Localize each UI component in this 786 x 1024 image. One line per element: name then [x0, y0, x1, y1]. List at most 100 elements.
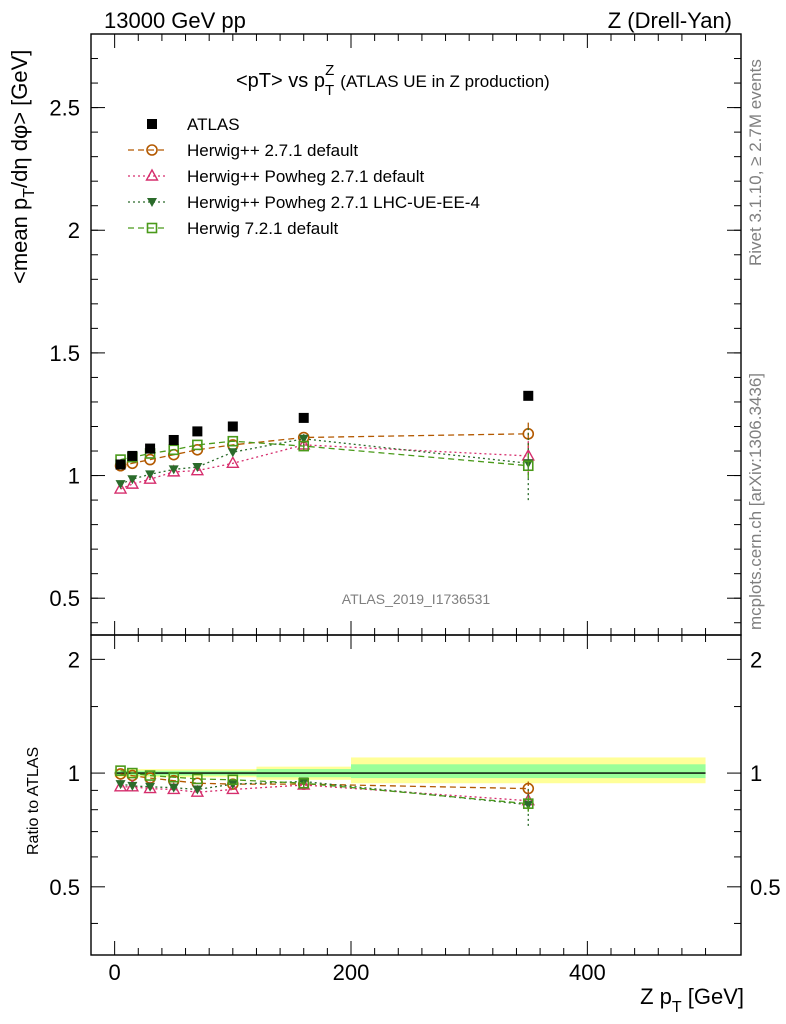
legend-entry-herwig-powheg-2-7-1-default-label: Herwig++ Powheg 2.7.1 default [187, 167, 424, 186]
y-tick-label: 2 [68, 218, 80, 243]
ratio-herwig-powheg-2-7-1-default-point [143, 781, 157, 794]
main-herwig-powheg-2-7-1-lhc-ue-ee-4-point [192, 462, 203, 472]
y-tick-label: 2.5 [49, 96, 80, 121]
main-herwig-powheg-2-7-1-default-point [226, 455, 240, 468]
ratio-herwig-powheg-2-7-1-default-point [190, 784, 205, 797]
main-herwig-powheg-2-7-1-default-point [190, 463, 205, 476]
ratio-herwig-powheg-2-7-1-lhc-ue-ee-4-point [115, 780, 126, 790]
y-tick-label: 0.5 [49, 875, 80, 900]
mcplots-label: mcplots.cern.ch [arXiv:1306.3436] [746, 373, 765, 630]
ratio-herwig-7-2-1-default-point [168, 771, 180, 783]
main-atlas-point [127, 450, 138, 461]
legend-entry-atlas-label: ATLAS [187, 115, 240, 134]
main-y-axis-label-part2: /dη dφ> [GeV] [7, 50, 32, 188]
main-herwig-powheg-2-7-1-default-point [143, 471, 157, 484]
main-herwig-7-2-1-default-point [298, 440, 310, 452]
main-atlas-point [115, 459, 126, 470]
legend-entry-herwig-2-7-1-default-marker [146, 144, 158, 156]
ratio-herwig-2-7-1-default-line [120, 773, 529, 790]
y-tick-label: 1 [68, 761, 80, 786]
main-herwig-powheg-2-7-1-lhc-ue-ee-4-point [168, 465, 179, 475]
legend-entry-herwig-powheg-2-7-1-lhc-ue-ee-4-label: Herwig++ Powheg 2.7.1 LHC-UE-EE-4 [187, 193, 480, 212]
main-atlas-point [227, 421, 238, 432]
main-atlas-point [192, 426, 203, 437]
ratio-herwig-powheg-2-7-1-lhc-ue-ee-4-point [192, 785, 203, 795]
main-herwig-powheg-2-7-1-default-point [167, 464, 181, 477]
x-tick-label: 200 [333, 960, 370, 985]
chart-title-sup: Z [325, 62, 334, 79]
y-tick-label-right: 2 [750, 647, 762, 672]
ratio-herwig-powheg-2-7-1-lhc-ue-ee-4-point [145, 782, 156, 792]
ratio-herwig-7-2-1-default-point [115, 765, 126, 776]
x-tick-label: 400 [569, 960, 606, 985]
main-atlas-point [168, 434, 179, 445]
ratio-y-axis-label: Ratio to ATLAS [25, 747, 42, 855]
y-tick-label: 1 [68, 464, 80, 489]
main-panel-frame: 0.5 1 1.5 2 2.5 [49, 33, 742, 636]
chart-title: <pT> vs pTZ (ATLAS UE in Z production) [236, 62, 550, 99]
main-herwig-7-2-1-default-point [192, 439, 203, 451]
y-tick-label: 2 [68, 647, 80, 672]
ratio-herwig-7-2-1-default-point [192, 773, 203, 785]
ratio-panel-background [114, 757, 706, 784]
legend-entry-herwig-2-7-1-default-label: Herwig++ 2.7.1 default [187, 141, 358, 160]
main-herwig-powheg-2-7-1-lhc-ue-ee-4-point [227, 448, 238, 458]
y-tick-label-right: 1 [750, 761, 762, 786]
main-herwig-powheg-2-7-1-default-line [120, 444, 529, 490]
main-herwig-powheg-2-7-1-default-point [125, 476, 140, 489]
main-panel-series [113, 390, 535, 501]
ratio-herwig-powheg-2-7-1-default-point [113, 779, 128, 792]
ratio-herwig-powheg-2-7-1-default-line [120, 784, 529, 802]
ratio-panel-frame: 0.5 1 2 0.5 1 2 0 200 400 [49, 634, 781, 985]
main-y-axis-label: <mean pT/dη dφ> [GeV] [7, 50, 38, 284]
main-herwig-powheg-2-7-1-lhc-ue-ee-4-point [145, 470, 156, 480]
main-herwig-powheg-2-7-1-lhc-ue-ee-4-point [115, 480, 126, 490]
legend-entry-atlas-marker [147, 119, 157, 129]
main-atlas-point [523, 390, 534, 401]
y-tick-label: 1.5 [49, 341, 80, 366]
legend-entry-herwig-7-2-1-default-label: Herwig 7.2.1 default [187, 219, 338, 238]
main-herwig-7-2-1-default-point [227, 435, 239, 447]
ratio-herwig-powheg-2-7-1-lhc-ue-ee-4-point [127, 781, 138, 791]
main-herwig-powheg-2-7-1-lhc-ue-ee-4-point [127, 475, 138, 485]
chart-title-main: <pT> vs p [236, 70, 325, 92]
ratio-band-inner [351, 764, 706, 779]
panel-border [90, 634, 742, 956]
legend: ATLAS Herwig++ 2.7.1 default Herwig++ Powh… [128, 115, 480, 238]
y-tick-label-right: 0.5 [750, 875, 781, 900]
main-atlas-point [298, 412, 309, 423]
main-herwig-powheg-2-7-1-lhc-ue-ee-4-line [120, 438, 529, 485]
x-axis-label-part2: [GeV] [682, 984, 744, 1009]
y-tick-label: 0.5 [49, 586, 80, 611]
legend-entry-herwig-7-2-1-default-marker [146, 222, 158, 234]
ratio-herwig-powheg-2-7-1-default-point [297, 777, 311, 790]
ratio-herwig-powheg-2-7-1-lhc-ue-ee-4-line [120, 780, 529, 806]
legend-entry-herwig-powheg-2-7-1-default-marker [145, 168, 159, 181]
main-herwig-2-7-1-default-point [144, 453, 156, 466]
chart-title-rest: (ATLAS UE in Z production) [340, 72, 549, 91]
rivet-version-label: Rivet 3.1.10, ≥ 2.7M events [746, 59, 765, 266]
main-y-axis-label-sub: T [21, 188, 38, 198]
main-herwig-7-2-1-default-point [522, 460, 534, 472]
main-herwig-powheg-2-7-1-default-point [113, 481, 128, 494]
x-axis-label-part1: Z p [640, 984, 672, 1009]
ratio-herwig-7-2-1-default-point [522, 798, 534, 809]
main-herwig-7-2-1-default-point [168, 444, 180, 456]
ratio-herwig-7-2-1-default-point [227, 774, 239, 786]
main-atlas-point [145, 443, 156, 454]
main-y-axis-label-part1: <mean p [7, 198, 32, 284]
x-tick-label: 0 [109, 960, 121, 985]
ratio-panel-series [113, 765, 535, 826]
header-right: Z (Drell-Yan) [608, 8, 732, 33]
x-axis-label: Z pT [GeV] [640, 984, 744, 1016]
ratio-herwig-powheg-2-7-1-lhc-ue-ee-4-point [168, 783, 179, 793]
ratio-herwig-powheg-2-7-1-default-point [226, 782, 240, 795]
ratio-herwig-powheg-2-7-1-lhc-ue-ee-4-point [523, 800, 534, 810]
main-herwig-powheg-2-7-1-lhc-ue-ee-4-point [298, 434, 309, 444]
chart-title-sub: T [325, 82, 334, 99]
ratio-herwig-7-2-1-default-point [144, 770, 156, 781]
header-left: 13000 GeV pp [104, 8, 246, 33]
ratio-herwig-7-2-1-default-line [120, 769, 529, 805]
x-axis-label-sub: T [672, 999, 682, 1016]
